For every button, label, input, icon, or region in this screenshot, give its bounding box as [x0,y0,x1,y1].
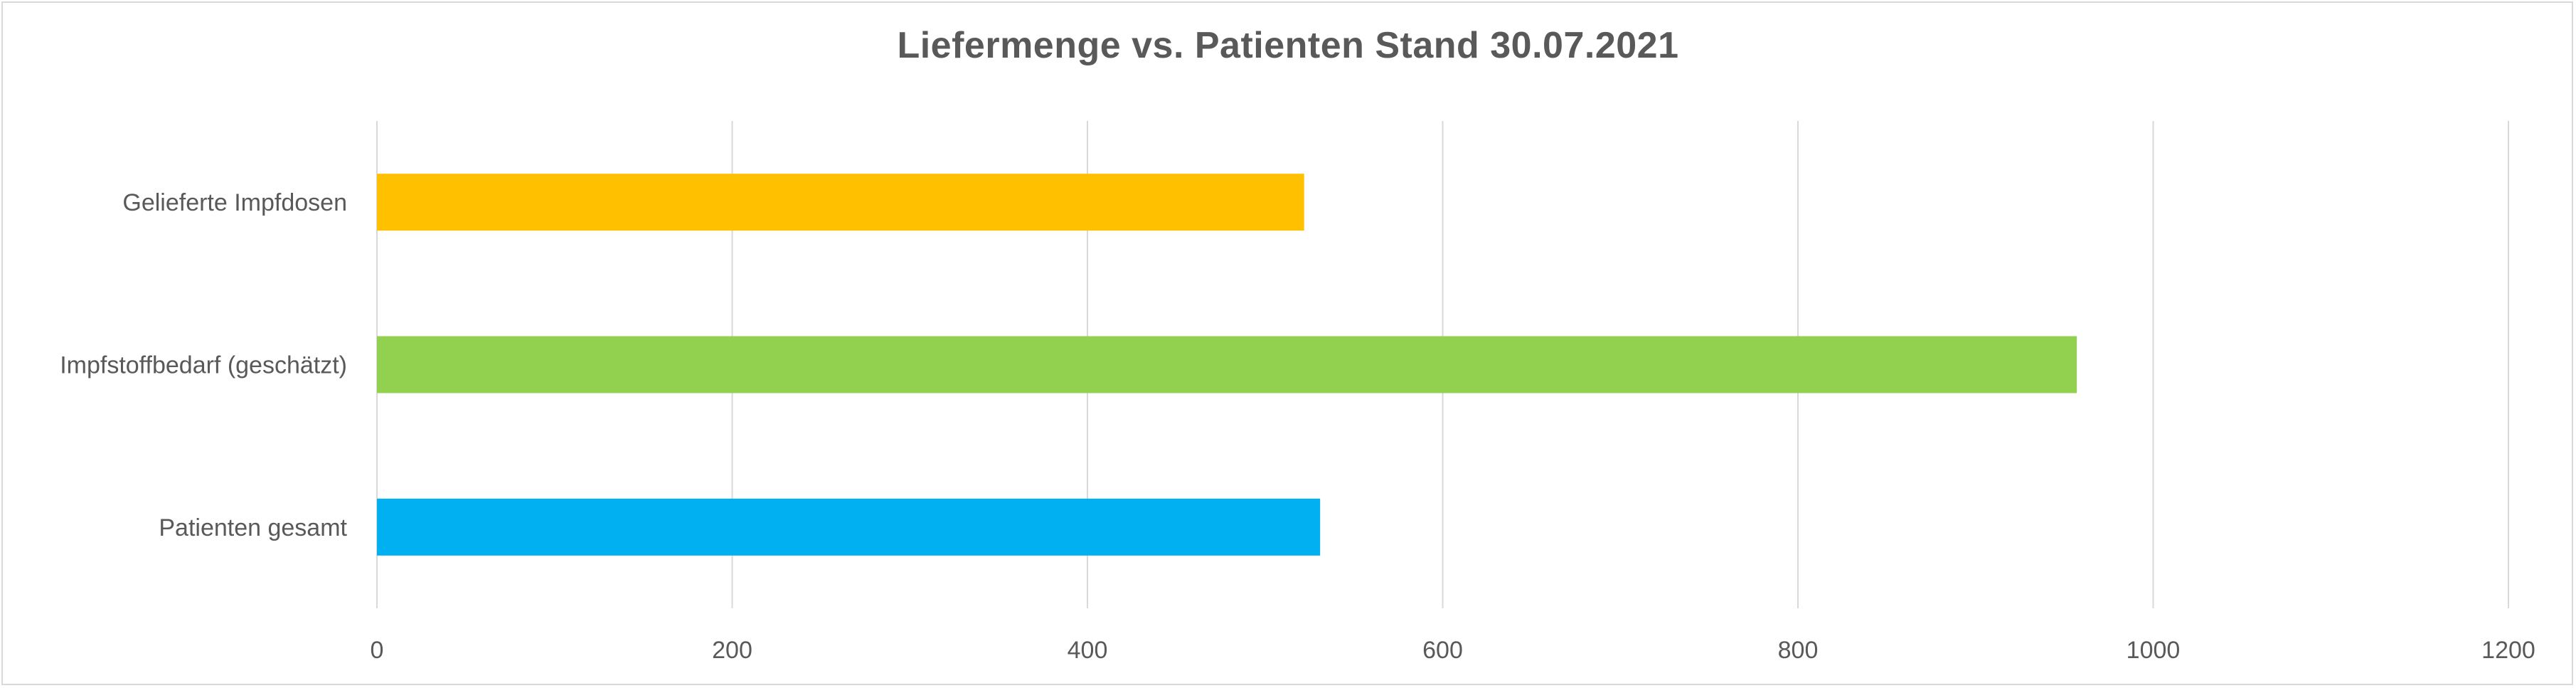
x-tick-label: 600 [1422,637,1463,664]
x-tick-label: 400 [1068,637,1108,664]
x-axis-tick-labels: 0 200 400 600 800 1000 1200 [371,637,2535,664]
bar-2 [377,498,1321,556]
chart-title: Liefermenge vs. Patienten Stand 30.07.20… [897,25,1679,66]
category-labels: Gelieferte Impfdosen Impfstoffbedarf (ges… [60,189,347,541]
category-label: Impfstoffbedarf (geschätzt) [60,352,347,379]
bar-1 [377,336,2077,393]
x-tick-label: 200 [712,637,752,664]
bar-0 [377,174,1304,231]
x-tick-label: 0 [371,637,384,664]
bars [377,174,2077,556]
category-label: Patienten gesamt [159,514,347,541]
x-tick-label: 1200 [2481,637,2535,664]
x-tick-label: 800 [1778,637,1819,664]
x-tick-label: 1000 [2127,637,2181,664]
category-label: Gelieferte Impfdosen [122,189,347,216]
